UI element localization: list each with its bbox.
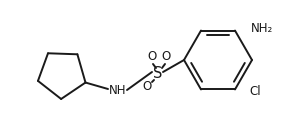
Text: O: O [142,81,152,93]
Text: O: O [148,51,157,63]
Text: Cl: Cl [249,85,261,98]
Text: S: S [153,67,163,81]
Text: O: O [162,51,171,63]
Text: NH: NH [109,84,127,96]
Text: NH₂: NH₂ [251,22,273,35]
